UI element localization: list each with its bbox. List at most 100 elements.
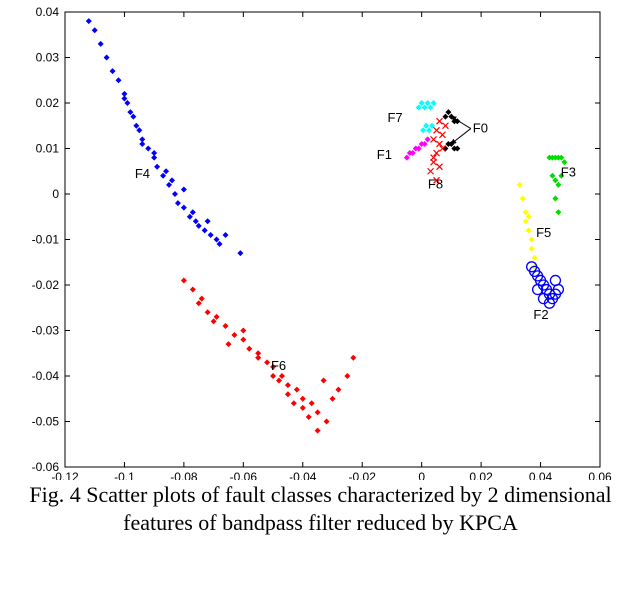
data-point [299,404,306,411]
data-point [415,145,422,152]
class-label-f0: F0 [473,121,488,136]
class-label-f5: F5 [536,225,551,240]
y-tick-label: -0.03 [32,324,60,338]
data-point [166,181,173,188]
data-point [97,40,104,47]
x-tick-label: -0.12 [51,470,79,480]
data-point [195,222,202,229]
x-tick-label: 0.04 [529,470,553,480]
data-point [204,309,211,316]
data-point [558,154,565,161]
data-point [204,218,211,225]
y-tick-label: -0.02 [32,278,60,292]
data-point [403,154,410,161]
data-point [174,200,181,207]
data-point [424,100,431,106]
data-point [192,218,199,225]
data-point [255,350,262,357]
data-point [552,177,559,184]
class-label-f2: F2 [533,307,548,322]
y-tick-label: -0.01 [32,233,60,247]
data-point [335,386,342,393]
class-label-f4: F4 [135,166,150,181]
data-point [549,172,556,179]
data-point [213,313,220,320]
data-point [264,359,271,366]
class-label-f8: F8 [428,177,443,192]
data-point [561,159,568,166]
data-points [85,18,568,434]
data-point [222,322,229,329]
data-point [284,382,291,389]
data-point [180,204,187,211]
data-point [555,181,562,188]
scatter-chart: -0.12 -0.1 -0.08 -0.06 -0.04 -0.02 0 0.02 0.04 0.… [32,5,612,480]
series-f0 [442,109,461,152]
y-tick-label: -0.05 [32,415,60,429]
data-point [115,77,122,84]
y-tick-label: 0 [52,187,59,201]
data-point [180,277,187,284]
x-tick-label: -0.06 [230,470,258,480]
y-axis-ticks: -0.06 -0.05 -0.04 -0.03 -0.02 -0.01 0 0.01 0.02 0… [32,5,600,474]
data-point [531,254,538,261]
data-point [293,386,300,393]
figure-caption: Fig. 4 Scatter plots of fault classes ch… [29,482,612,535]
data-point [210,318,217,325]
data-point [418,100,425,106]
class-label-f3: F3 [561,164,576,179]
series-f7 [415,100,437,134]
y-tick-label: 0.04 [36,5,60,19]
series-f6 [180,277,357,434]
x-tick-label: 0.06 [588,470,612,480]
data-point [433,176,440,184]
data-point [154,163,161,170]
f0-arrow-head [449,138,457,145]
data-point [299,395,306,402]
data-point [207,231,214,238]
data-point [522,209,529,216]
data-point [323,418,330,425]
data-point [124,100,131,106]
series-f8 [427,117,449,184]
x-tick-label: -0.08 [170,470,198,480]
data-point [531,283,544,296]
class-labels: F4 F6 F7 F1 F0 F8 F3 F5 F2 [135,110,576,373]
data-point [237,250,244,257]
data-point [201,227,208,234]
data-point [424,136,431,143]
data-point [436,140,443,148]
data-point [350,354,357,361]
data-point [436,117,443,125]
data-point [421,140,428,147]
data-point [145,145,152,152]
data-point [329,395,336,402]
data-point [151,154,158,161]
data-point [423,122,430,129]
y-tick-label: -0.06 [32,460,60,474]
data-point [127,109,134,116]
data-point [552,195,559,202]
series-f2 [525,261,565,309]
class-label-f1: F1 [377,147,392,162]
data-point [415,104,422,111]
data-point [216,241,223,248]
class-label-f7: F7 [387,110,402,125]
data-point [320,377,327,384]
data-point [433,126,440,134]
data-point [213,236,220,243]
data-point [519,195,526,202]
data-point [139,136,146,143]
series-f3 [546,154,568,216]
data-point [430,154,437,162]
data-point [427,104,434,111]
f0-arrows [449,115,472,146]
data-point [240,336,247,343]
data-point [278,373,285,379]
x-tick-label: -0.02 [349,470,377,480]
series-f1 [403,136,431,161]
data-point [139,140,146,147]
y-tick-label: 0.02 [36,96,60,110]
data-point [409,150,416,157]
data-point [528,236,535,243]
